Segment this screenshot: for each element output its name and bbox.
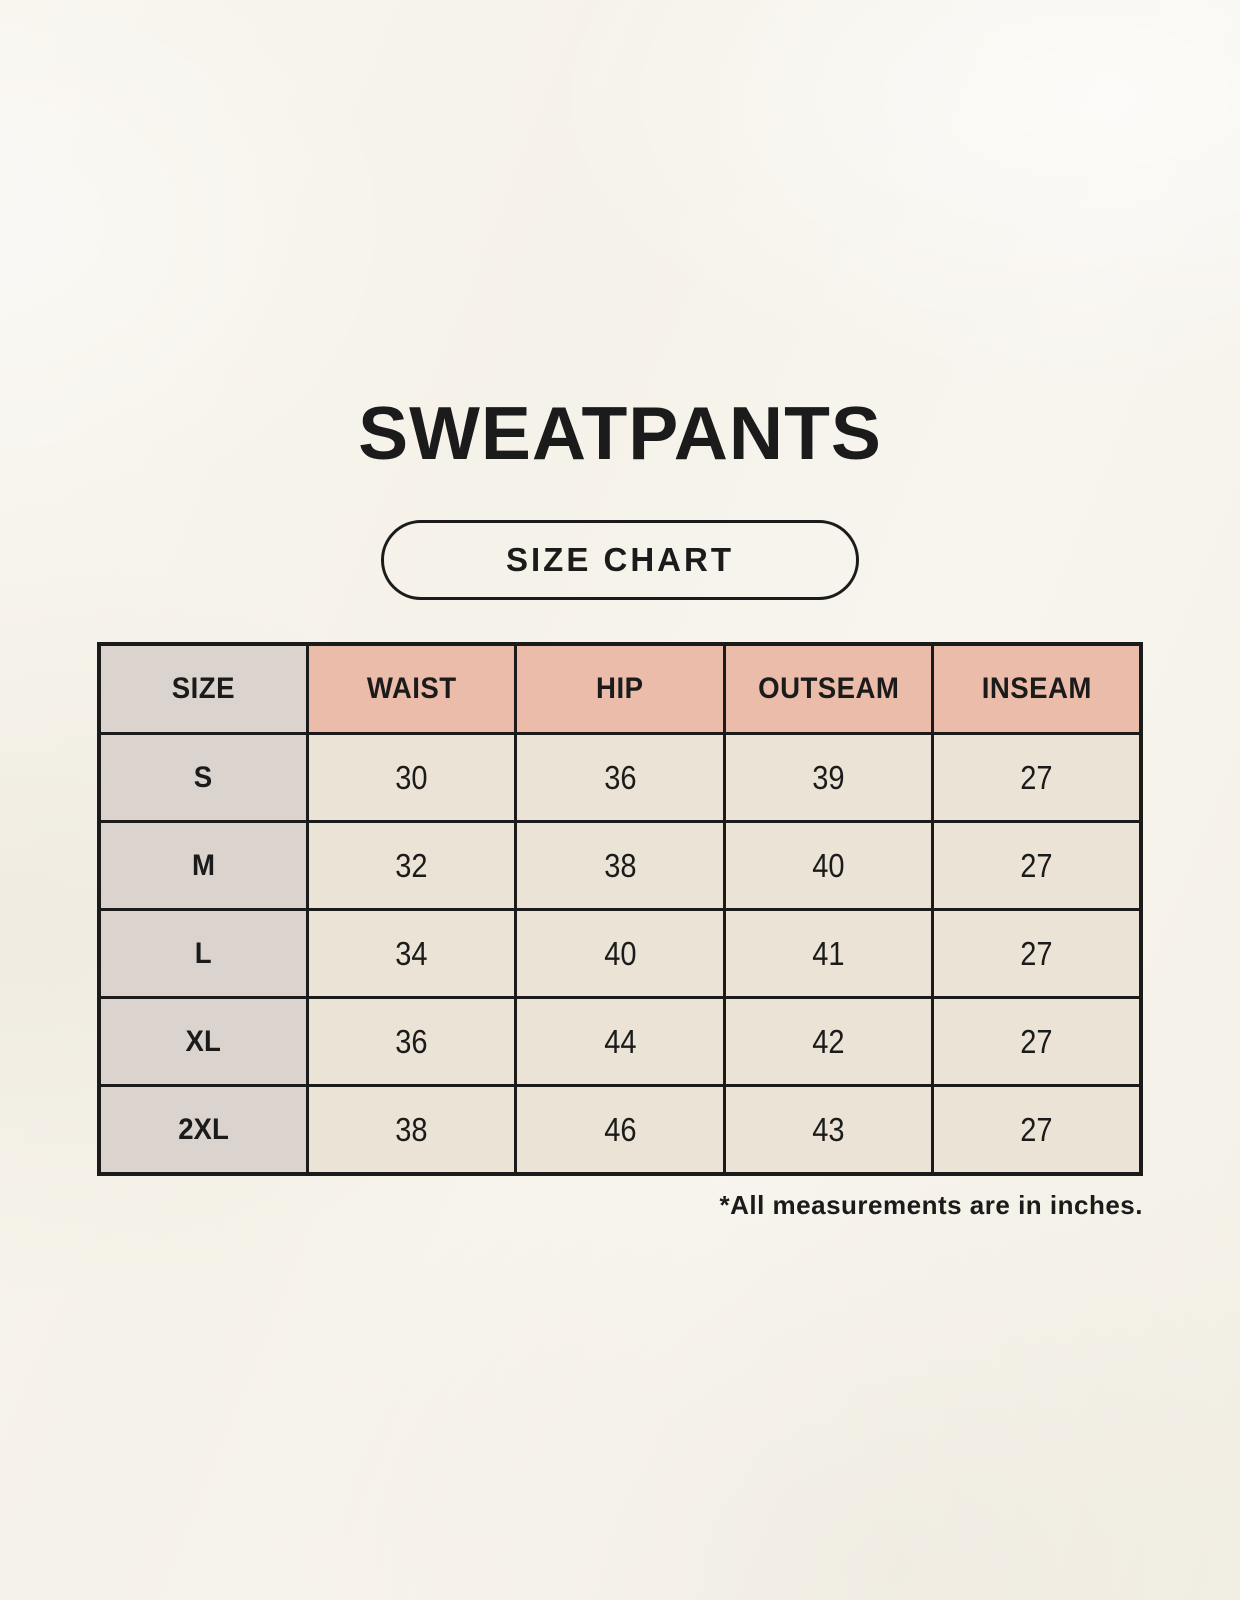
table-cell: 46 (514, 1084, 726, 1176)
table-row-m: M 32 38 40 27 (97, 820, 1143, 911)
table-cell: 27 (931, 908, 1143, 999)
table-cell: 27 (931, 996, 1143, 1087)
size-chart-table: SIZE WAIST HIP OUTSEAM INSEAM S 30 36 39… (97, 642, 1143, 1176)
table-cell: 39 (722, 732, 935, 823)
row-label-2xl: 2XL (97, 1084, 309, 1176)
column-header-outseam: OUTSEAM (722, 642, 935, 735)
table-cell: 30 (305, 732, 518, 823)
row-label-m: M (97, 820, 309, 911)
table-cell: 27 (931, 1084, 1143, 1176)
table-cell: 27 (931, 820, 1143, 911)
column-header-inseam: INSEAM (931, 642, 1143, 735)
table-cell: 27 (931, 732, 1143, 823)
column-header-waist: WAIST (305, 642, 518, 735)
column-header-hip: HIP (514, 642, 726, 735)
table-cell: 40 (514, 908, 726, 999)
table-cell: 38 (305, 1084, 518, 1176)
row-label-xl: XL (97, 996, 309, 1087)
table-cell: 40 (722, 820, 935, 911)
size-chart-badge-label: SIZE CHART (506, 541, 734, 578)
table-header-row: SIZE WAIST HIP OUTSEAM INSEAM (97, 642, 1143, 735)
table-cell: 38 (514, 820, 726, 911)
table-cell: 36 (305, 996, 518, 1087)
table-row-l: L 34 40 41 27 (97, 908, 1143, 999)
row-label-s: S (97, 732, 309, 823)
table-cell: 34 (305, 908, 518, 999)
table-cell: 44 (514, 996, 726, 1087)
size-chart-badge: SIZE CHART (381, 520, 859, 600)
table-cell: 32 (305, 820, 518, 911)
table-cell: 43 (722, 1084, 935, 1176)
table-cell: 36 (514, 732, 726, 823)
table-cell: 42 (722, 996, 935, 1087)
table-cell: 41 (722, 908, 935, 999)
table-row-xl: XL 36 44 42 27 (97, 996, 1143, 1087)
row-label-l: L (97, 908, 309, 999)
table-row-s: S 30 36 39 27 (97, 732, 1143, 823)
measurements-footnote: *All measurements are in inches. (719, 1190, 1143, 1220)
column-header-size: SIZE (97, 642, 309, 735)
page-title: SWEATPANTS (358, 391, 882, 475)
table-row-2xl: 2XL 38 46 43 27 (97, 1084, 1143, 1176)
